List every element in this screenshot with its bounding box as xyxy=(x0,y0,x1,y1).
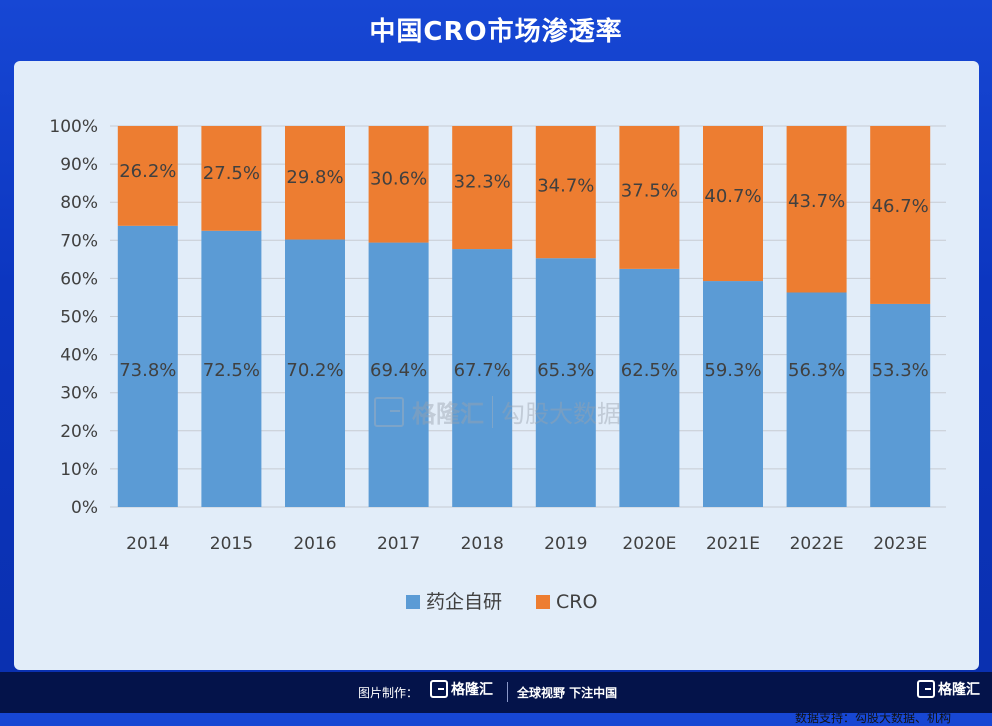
x-tick-label: 2017 xyxy=(377,534,420,554)
footer-bar: 图片制作： 格隆汇 全球视野 下注中国 格隆汇 xyxy=(0,672,992,713)
data-label: 67.7% xyxy=(454,360,511,381)
bar-inhouse xyxy=(368,242,429,507)
x-tick-label: 2015 xyxy=(210,534,253,554)
data-label: 32.3% xyxy=(454,171,511,192)
bar-inhouse xyxy=(703,281,763,507)
y-tick-label: 10% xyxy=(60,460,98,480)
y-tick-label: 90% xyxy=(60,155,98,175)
x-tick-label: 2014 xyxy=(126,534,169,554)
page-title: 中国CRO市场渗透率 xyxy=(369,17,623,47)
y-tick-label: 30% xyxy=(60,384,98,404)
y-tick-label: 50% xyxy=(60,308,98,328)
bar-inhouse xyxy=(117,225,178,507)
x-tick-label: 2021E xyxy=(706,534,760,554)
y-tick-label: 20% xyxy=(60,422,98,442)
chart-card: 0% 10% 20% 30% 40% 50% 60% 70% 80% 90% 100% 73.8% 2… xyxy=(14,61,979,725)
bar-cro xyxy=(786,126,847,293)
footer-corner-logo-text: 格隆汇 xyxy=(938,682,980,698)
bars xyxy=(117,126,931,508)
bar-inhouse xyxy=(535,258,596,507)
bar-cro xyxy=(117,126,178,226)
bar-cro xyxy=(619,126,680,269)
gelonghui-logo-icon xyxy=(374,396,404,427)
y-axis-ticks: 0% 10% 20% 30% 40% 50% 60% 70% 80% 90% 100% xyxy=(49,117,98,518)
data-label: 40.7% xyxy=(704,186,761,207)
footer-logo: 格隆汇 xyxy=(430,679,493,699)
bar-cro xyxy=(535,126,596,259)
data-label: 65.3% xyxy=(537,360,594,381)
bar-cro xyxy=(368,126,429,243)
x-tick-label: 2016 xyxy=(293,534,336,554)
legend-swatch xyxy=(406,595,420,609)
data-label: 62.5% xyxy=(621,360,678,381)
legend: 药企自研 CRO xyxy=(406,591,597,613)
bar-cro xyxy=(703,126,763,282)
x-tick-label: 2018 xyxy=(461,534,504,554)
data-label: 72.5% xyxy=(203,360,260,381)
x-tick-label: 2020E xyxy=(622,534,676,554)
legend-label: CRO xyxy=(556,591,597,613)
data-label: 59.3% xyxy=(704,360,761,381)
data-label: 37.5% xyxy=(621,180,678,201)
data-label: 43.7% xyxy=(788,191,845,212)
watermark-divider xyxy=(492,395,493,428)
bar-inhouse xyxy=(786,292,847,507)
data-labels: 73.8% 26.2% 72.5% 27.5% 70.2% 29.8% 69.4% 30.6%… xyxy=(119,161,929,381)
y-tick-label: 40% xyxy=(60,346,98,366)
watermark-partner: 勾股大数据 xyxy=(501,400,621,428)
x-tick-label: 2022E xyxy=(790,534,844,554)
bar-cro xyxy=(285,126,345,240)
data-label: 53.3% xyxy=(872,360,929,381)
y-tick-label: 0% xyxy=(71,498,98,518)
data-label: 70.2% xyxy=(286,360,343,381)
x-axis-ticks: 2014 2015 2016 2017 2018 2019 2020E 2021E 2022E 2… xyxy=(126,534,927,554)
footer-corner-logo: 格隆汇 xyxy=(917,679,980,699)
x-tick-label: 2019 xyxy=(544,534,587,554)
data-label: 34.7% xyxy=(537,175,594,196)
data-label: 56.3% xyxy=(788,360,845,381)
legend-label: 药企自研 xyxy=(426,591,502,613)
footer-divider xyxy=(507,682,508,702)
bar-cro xyxy=(201,126,262,231)
bar-inhouse xyxy=(201,230,262,507)
y-tick-label: 80% xyxy=(60,193,98,213)
bar-cro xyxy=(870,126,931,304)
footer-slogan: 全球视野 下注中国 xyxy=(517,686,618,700)
watermark: 格隆汇 勾股大数据 xyxy=(374,394,621,429)
bar-inhouse xyxy=(619,268,680,507)
bar-inhouse xyxy=(452,249,513,508)
footer-logo-text: 格隆汇 xyxy=(451,682,493,698)
y-tick-label: 100% xyxy=(49,117,98,137)
bar-inhouse xyxy=(870,303,931,507)
data-label: 26.2% xyxy=(119,161,176,182)
bar-cro xyxy=(452,126,513,250)
legend-swatch xyxy=(536,595,550,609)
watermark-brand: 格隆汇 xyxy=(412,400,484,428)
data-label: 27.5% xyxy=(203,163,260,184)
data-label: 30.6% xyxy=(370,168,427,189)
y-tick-label: 60% xyxy=(60,269,98,289)
bar-inhouse xyxy=(285,239,345,507)
gelonghui-logo-icon xyxy=(430,680,448,698)
x-tick-label: 2023E xyxy=(873,534,927,554)
data-label: 69.4% xyxy=(370,360,427,381)
data-label: 73.8% xyxy=(119,360,176,381)
data-label: 46.7% xyxy=(872,196,929,217)
y-tick-label: 70% xyxy=(60,231,98,251)
stacked-bar-chart: 0% 10% 20% 30% 40% 50% 60% 70% 80% 90% 100% 73.8% 2… xyxy=(49,117,946,613)
footer-made-by: 图片制作： xyxy=(358,686,419,700)
data-label: 29.8% xyxy=(286,167,343,188)
gelonghui-logo-icon xyxy=(917,680,935,698)
